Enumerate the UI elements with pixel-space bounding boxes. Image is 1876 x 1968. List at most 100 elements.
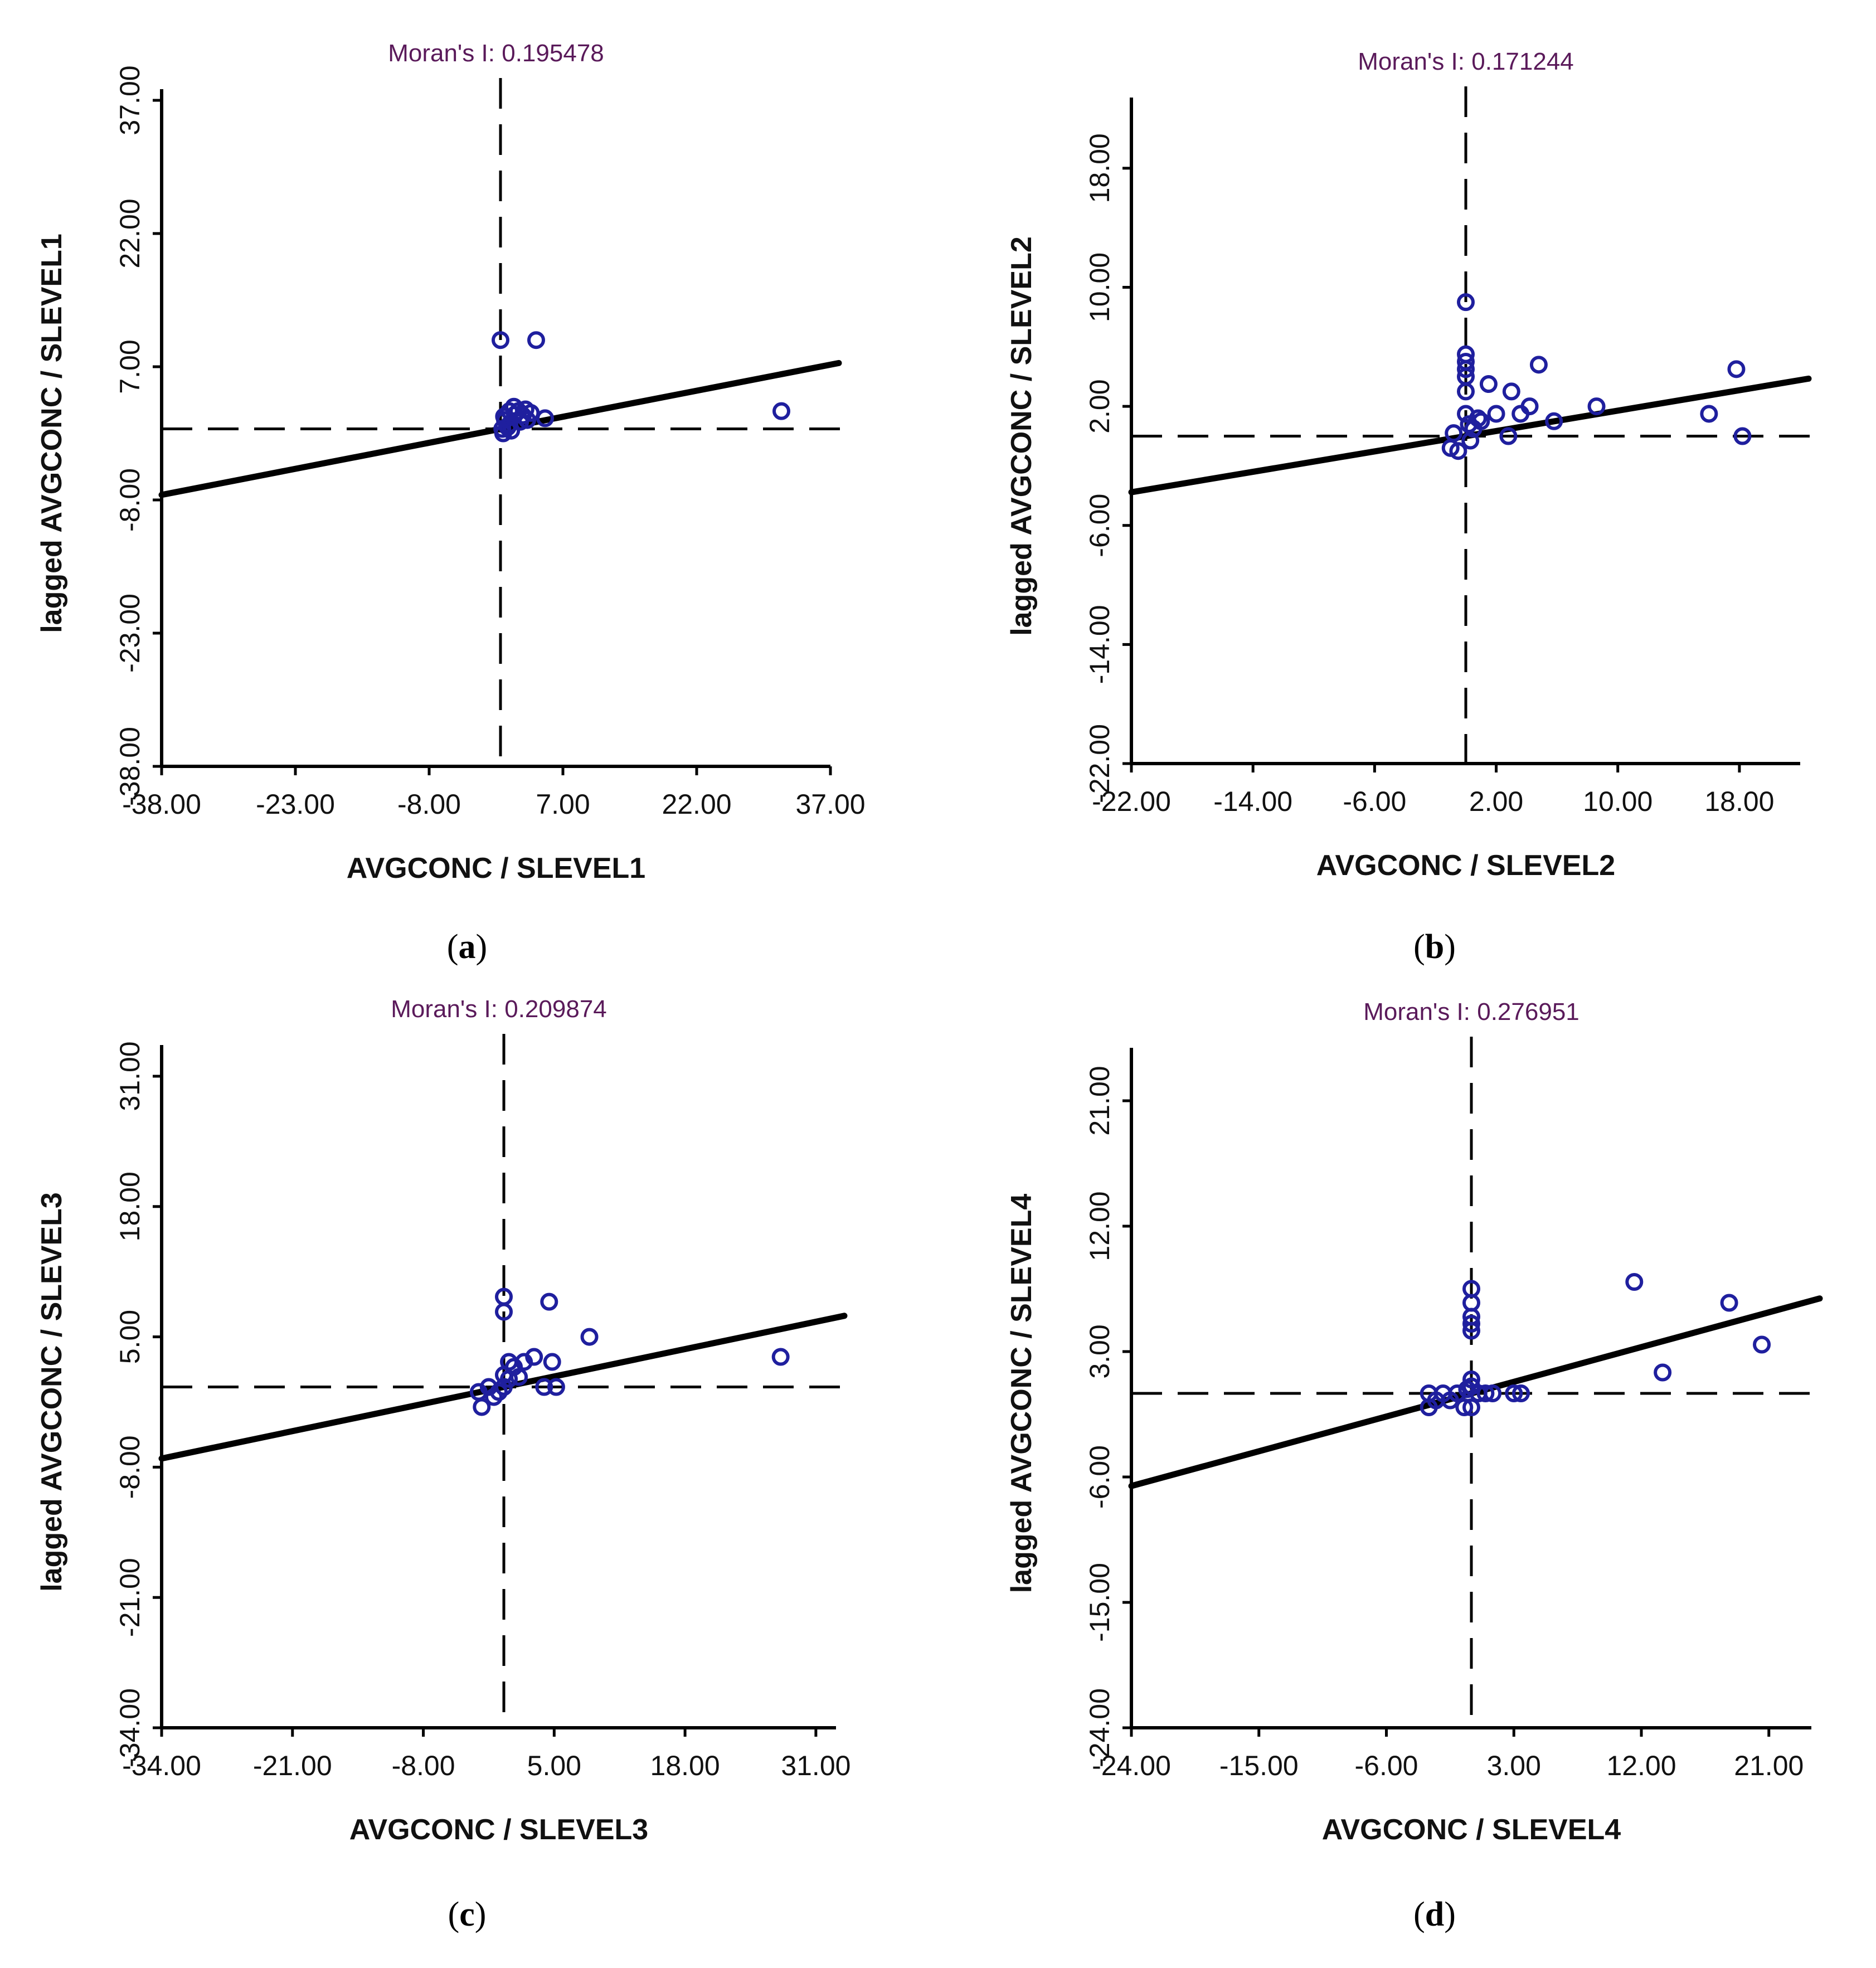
caption-paren-open: (: [448, 1896, 460, 1933]
data-point: [1654, 1363, 1672, 1382]
data-point: [580, 1328, 599, 1346]
data-point: [500, 1370, 518, 1388]
x-tick-label: -6.00: [1343, 786, 1406, 817]
x-axis-label: AVGCONC / SLEVEL3: [349, 1814, 648, 1846]
y-tick-label: 12.00: [1084, 1191, 1115, 1261]
y-tick-label: 10.00: [1084, 252, 1115, 322]
data-point: [1499, 427, 1518, 445]
y-tick-label: 18.00: [1084, 133, 1115, 203]
data-point: [1448, 1384, 1466, 1402]
data-point: [1462, 1371, 1480, 1388]
y-tick-label: -24.00: [1084, 1688, 1115, 1767]
data-point: [522, 404, 540, 422]
x-axis-label: AVGCONC / SLEVEL4: [1322, 1814, 1621, 1846]
scatter-chart-d: Moran's I: 0.276951 -24.00 -15.00 -6.00 3.00…: [1005, 998, 1823, 1846]
data-point: [1458, 1380, 1476, 1398]
data-point: [1512, 405, 1530, 423]
panel-caption: (c): [434, 1895, 500, 1935]
data-point: [502, 421, 521, 440]
points-series: [1441, 293, 1752, 460]
caption-paren-close: ): [474, 1896, 487, 1933]
data-point: [1460, 415, 1478, 434]
x-tick-label: 31.00: [781, 1750, 850, 1781]
scatter-chart-c: Moran's I: 0.209874 -34.00 -21.00 -8.00 5.00…: [36, 995, 850, 1846]
caption-paren-close: ): [475, 928, 488, 966]
y-tick-label: -23.00: [114, 594, 145, 673]
caption-letter: b: [1425, 928, 1445, 966]
data-point: [495, 407, 513, 426]
caption-letter: c: [459, 1896, 475, 1933]
data-point: [1462, 1398, 1480, 1416]
points-series: [492, 331, 790, 443]
data-point: [1505, 1384, 1523, 1402]
x-tick-label: 5.00: [527, 1750, 581, 1781]
chart-title: Moran's I: 0.209874: [391, 995, 607, 1023]
y-tick-label: 31.00: [114, 1041, 145, 1111]
x-tick-label: 22.00: [662, 789, 731, 820]
data-point: [1476, 1384, 1495, 1402]
data-point: [540, 1292, 558, 1311]
data-point: [1587, 397, 1606, 416]
data-point: [1487, 405, 1505, 423]
chart-title: Moran's I: 0.171244: [1358, 48, 1574, 75]
data-point: [1484, 1384, 1502, 1402]
data-point: [1502, 382, 1520, 401]
y-tick-label: -15.00: [1084, 1563, 1115, 1642]
x-tick-label: -22.00: [1092, 786, 1171, 817]
points-series: [469, 1287, 790, 1416]
data-point: [535, 1378, 553, 1396]
panel-caption: (d): [1401, 1895, 1468, 1935]
scatter-chart-a: Moran's I: 0.195478 -38.00 -23.00 -8.00 7.00…: [36, 40, 866, 885]
data-point: [1625, 1273, 1644, 1291]
x-tick-label: -21.00: [253, 1750, 332, 1781]
chart-title: Moran's I: 0.276951: [1363, 998, 1579, 1026]
x-tick-label: 21.00: [1734, 1750, 1804, 1781]
chart-title: Moran's I: 0.195478: [388, 40, 604, 67]
data-point: [1512, 1384, 1530, 1402]
x-tick-label: -23.00: [256, 789, 335, 820]
y-tick-label: -8.00: [114, 1435, 145, 1499]
x-tick-label: 3.00: [1487, 1750, 1541, 1781]
y-tick-label: -6.00: [1084, 494, 1115, 557]
panel-caption: (b): [1401, 927, 1468, 967]
y-tick-label: -34.00: [114, 1688, 145, 1767]
data-point: [495, 1303, 513, 1321]
x-tick-label: -8.00: [397, 789, 461, 820]
data-point: [1457, 360, 1475, 378]
y-tick-label: -22.00: [1084, 724, 1115, 803]
x-tick-label: 18.00: [1704, 786, 1774, 817]
y-tick-label: 37.00: [114, 65, 145, 135]
data-point: [1720, 1294, 1738, 1312]
data-point: [1700, 405, 1718, 423]
y-tick-label: -38.00: [114, 727, 145, 806]
x-axis-label: AVGCONC / SLEVEL1: [347, 852, 645, 885]
x-tick-label: -34.00: [122, 1750, 201, 1781]
caption-paren-open: (: [1413, 928, 1425, 966]
data-point: [543, 1353, 561, 1371]
y-axis-label: lagged AVGCONC / SLEVEL3: [36, 1192, 68, 1592]
x-tick-label: 18.00: [650, 1750, 720, 1781]
y-tick-label: 3.00: [1084, 1324, 1115, 1378]
data-point: [1529, 356, 1548, 374]
data-point: [490, 1383, 508, 1401]
data-point: [1461, 431, 1480, 450]
y-tick-label: 22.00: [114, 198, 145, 268]
y-axis-label: lagged AVGCONC / SLEVEL2: [1005, 236, 1038, 636]
caption-paren-open: (: [1413, 1896, 1425, 1933]
x-tick-label: -8.00: [392, 1750, 455, 1781]
y-tick-label: 21.00: [1084, 1066, 1115, 1135]
data-point: [1479, 375, 1498, 393]
data-point: [484, 1388, 503, 1406]
y-axis-label: lagged AVGCONC / SLEVEL4: [1005, 1194, 1038, 1593]
y-axis-label: lagged AVGCONC / SLEVEL1: [36, 234, 68, 633]
scatter-chart-b: Moran's I: 0.171244 -22.00 -14.00 -6.00 2.00…: [1005, 48, 1812, 882]
x-tick-label: -6.00: [1355, 1750, 1418, 1781]
x-tick-label: 12.00: [1606, 1750, 1676, 1781]
data-point: [1733, 427, 1752, 445]
data-point: [771, 1348, 790, 1366]
x-tick-label: 2.00: [1469, 786, 1523, 817]
data-point: [527, 331, 545, 349]
x-tick-label: 7.00: [536, 789, 590, 820]
data-point: [547, 1378, 565, 1396]
